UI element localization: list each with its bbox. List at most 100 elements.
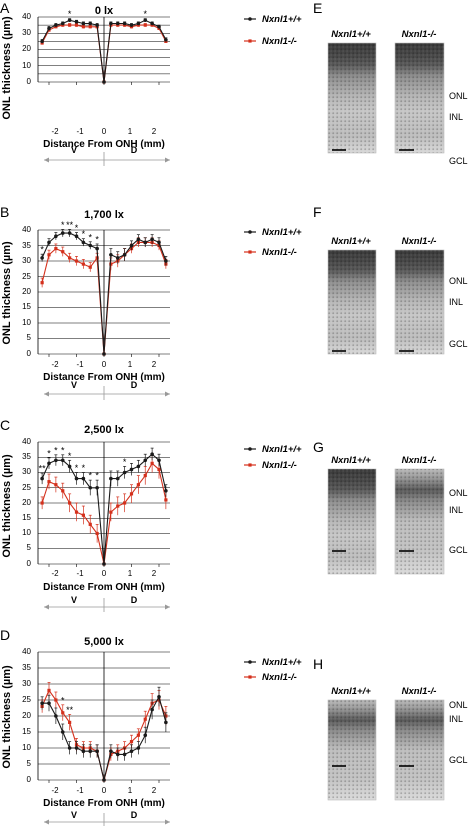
histology-texture-ko — [395, 250, 444, 354]
data-point-wt — [164, 720, 168, 725]
data-point-wt — [67, 464, 72, 469]
data-point-ko — [129, 492, 134, 496]
data-point-wt — [129, 467, 134, 472]
arrow-right — [165, 157, 170, 163]
y-tick-label: 20 — [22, 44, 31, 53]
layer-label-inl: INL — [449, 714, 463, 724]
layer-label-inl: INL — [449, 505, 463, 515]
y-ticks: 40 35 30 25 20 15 10 5 0 — [22, 437, 31, 568]
data-point-wt — [164, 489, 168, 493]
data-point-wt — [74, 476, 79, 481]
x-axis-label: Distance From ONH (mm) — [43, 139, 165, 150]
data-point-ko — [68, 720, 72, 724]
x-tick-label: -1 — [76, 360, 84, 369]
legend-ko-marker — [248, 463, 252, 467]
arrow-right — [165, 604, 170, 610]
data-point-ko — [54, 483, 58, 487]
data-point-wt — [115, 21, 120, 26]
region-d-label: D — [131, 380, 138, 390]
region-d-label: D — [131, 810, 138, 820]
data-point-wt — [136, 21, 141, 26]
data-point-wt — [74, 20, 79, 24]
histology-ko-label: Nxnl1-/- — [402, 455, 437, 466]
data-point-wt — [122, 752, 127, 757]
data-point-ko — [136, 483, 140, 487]
legend: Nxnl1+/+ Nxnl1-/- — [244, 227, 302, 258]
significance-mark: * — [61, 220, 65, 230]
y-tick-label: 5 — [27, 333, 32, 342]
plot-area: * * — [37, 9, 170, 85]
x-tick-label: 0 — [102, 127, 107, 136]
panel-letter: B — [0, 204, 9, 220]
y-tick-label: 35 — [22, 452, 31, 461]
legend-wt-label: Nxnl1+/+ — [262, 444, 302, 455]
data-point-wt — [157, 240, 161, 245]
data-point-ko — [61, 250, 65, 254]
data-point-wt — [115, 476, 120, 481]
data-point-wt — [109, 476, 113, 481]
data-point-wt — [88, 749, 93, 753]
data-point-ko — [95, 531, 99, 536]
histology-texture-wt — [328, 43, 376, 153]
data-point-ko — [157, 467, 161, 472]
data-point-ko — [143, 473, 147, 478]
data-point-wt — [54, 458, 58, 463]
significance-mark: * — [88, 232, 92, 242]
data-point-wt — [67, 746, 72, 750]
chart-title: 5,000 lx — [84, 636, 125, 648]
y-axis-label: ONL thickness (µm) — [1, 16, 13, 120]
x-tick-label: 1 — [128, 786, 133, 795]
data-point-wt — [95, 749, 99, 753]
data-point-wt — [102, 80, 106, 84]
layer-label-onl: ONL — [449, 488, 468, 498]
data-point-wt — [81, 749, 86, 753]
histology-panel-f: F Nxnl1+/+ Nxnl1-/- ONL INL GCL — [313, 204, 468, 355]
data-point-wt — [136, 237, 141, 242]
significance-mark: * — [54, 445, 58, 455]
plot-area: *** — [37, 651, 170, 783]
y-tick-label: 30 — [22, 28, 31, 37]
legend-ko-marker — [248, 250, 252, 254]
arrow-left — [44, 391, 49, 397]
layer-label-gcl: GCL — [449, 755, 468, 765]
legend-wt-marker — [248, 230, 252, 234]
significance-mark: * — [68, 451, 72, 461]
layer-label-onl: ONL — [449, 276, 468, 286]
histology-wt-label: Nxnl1+/+ — [331, 686, 371, 697]
histology-texture-wt — [328, 700, 376, 800]
y-tick-label: 35 — [22, 241, 31, 250]
data-point-wt — [109, 749, 113, 753]
significance-mark: * — [40, 245, 44, 255]
data-point-wt — [129, 23, 134, 27]
significance-mark: * — [82, 229, 86, 239]
x-tick-label: 0 — [102, 360, 107, 369]
data-point-wt — [102, 562, 106, 566]
data-point-ko — [95, 256, 99, 260]
x-tick-label: -2 — [51, 127, 59, 136]
data-point-ko — [150, 461, 154, 465]
data-point-wt — [150, 707, 154, 712]
region-v-label: V — [71, 380, 77, 390]
y-tick-label: 40 — [22, 437, 31, 446]
data-point-wt — [54, 714, 58, 718]
x-ticks: -2 -1 0 1 2 — [51, 786, 156, 795]
data-point-wt — [60, 21, 65, 26]
data-point-wt — [47, 461, 51, 466]
y-tick-label: 30 — [22, 467, 31, 476]
legend: Nxnl1+/+ Nxnl1-/- — [244, 657, 302, 683]
significance-mark: * — [95, 234, 99, 244]
data-point-wt — [109, 21, 113, 26]
data-point-wt — [60, 231, 65, 235]
plot-area: ** ** ** * * — [37, 220, 170, 357]
data-point-wt — [164, 259, 168, 263]
arrow-right — [165, 391, 170, 397]
data-point-ko — [123, 501, 127, 505]
panel-a: A 0 lx ONL thickness (µm) 40 30 20 10 0 … — [0, 0, 302, 166]
x-axis-label: Distance From ONH (mm) — [43, 798, 165, 809]
x-ticks: -2 -1 0 1 2 — [51, 569, 156, 578]
legend-ko-marker — [248, 675, 252, 679]
significance-mark: * — [95, 471, 99, 481]
data-point-ko — [136, 733, 140, 737]
layer-label-inl: INL — [449, 112, 463, 122]
arrow-left — [44, 819, 49, 825]
